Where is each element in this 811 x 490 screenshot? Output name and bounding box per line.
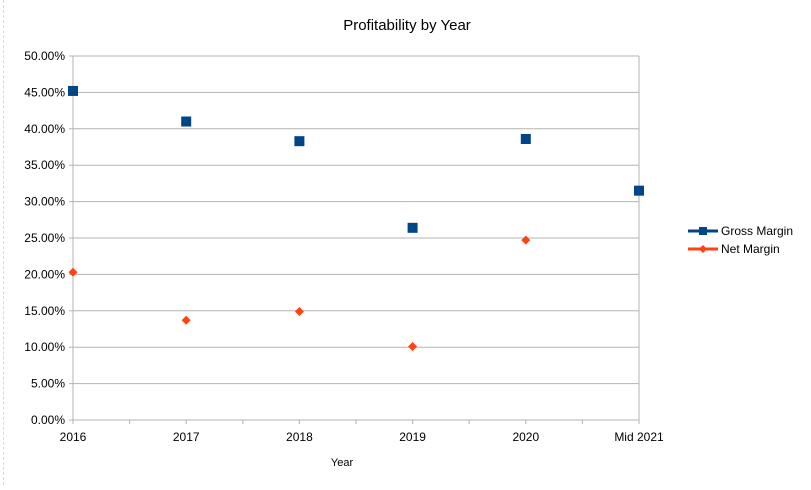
legend: Gross Margin Net Margin <box>688 224 793 256</box>
gross-margin-point <box>68 85 78 96</box>
legend-marker-gross-margin <box>699 227 707 235</box>
y-tick-label: 5.00% <box>31 377 65 391</box>
x-axis-title: Year <box>331 457 354 469</box>
y-axis-tick-labels: 0.00% 5.00% 10.00% 15.00% 20.00% 25.00% 30.00%… <box>24 49 65 427</box>
net-margin-point <box>68 267 78 277</box>
gross-margin-point <box>294 136 305 147</box>
y-tick-label: 25.00% <box>24 231 65 245</box>
y-tick-label: 15.00% <box>24 304 65 318</box>
y-tick-label: 35.00% <box>24 158 65 172</box>
gross-margin-point <box>407 222 418 233</box>
legend-label-gross-margin: Gross Margin <box>721 224 793 238</box>
chart-title: Profitability by Year <box>343 17 471 34</box>
net-margin-point <box>181 315 191 325</box>
y-tick-label: 30.00% <box>24 195 65 209</box>
y-tick-label: 40.00% <box>24 122 65 136</box>
data-points <box>68 85 644 351</box>
y-tick-label: 10.00% <box>24 340 65 354</box>
grid-lines <box>73 55 639 421</box>
y-tick-label: 0.00% <box>31 413 65 427</box>
net-margin-point <box>408 341 418 351</box>
net-margin-point <box>294 307 304 317</box>
legend-marker-net-margin <box>699 245 707 253</box>
gross-margin-point <box>520 133 531 144</box>
x-axis-tick-labels: 2016 2017 2018 2019 2020 Mid 2021 <box>60 430 664 444</box>
y-tick-label: 45.00% <box>24 85 65 99</box>
page-edge-guide <box>3 0 4 485</box>
net-margin-point <box>521 235 531 245</box>
legend-label-net-margin: Net Margin <box>721 242 780 256</box>
axes <box>69 55 640 424</box>
gross-margin-point <box>181 116 192 127</box>
y-tick-label: 50.00% <box>24 49 65 63</box>
y-tick-label: 20.00% <box>24 267 65 281</box>
x-tick-label: 2018 <box>286 430 313 444</box>
x-tick-label: 2017 <box>173 430 200 444</box>
gross-margin-point <box>634 185 644 196</box>
x-tick-label: 2020 <box>512 430 539 444</box>
x-tick-label: 2019 <box>399 430 426 444</box>
x-tick-label: 2016 <box>60 430 87 444</box>
x-tick-label: Mid 2021 <box>614 430 664 444</box>
